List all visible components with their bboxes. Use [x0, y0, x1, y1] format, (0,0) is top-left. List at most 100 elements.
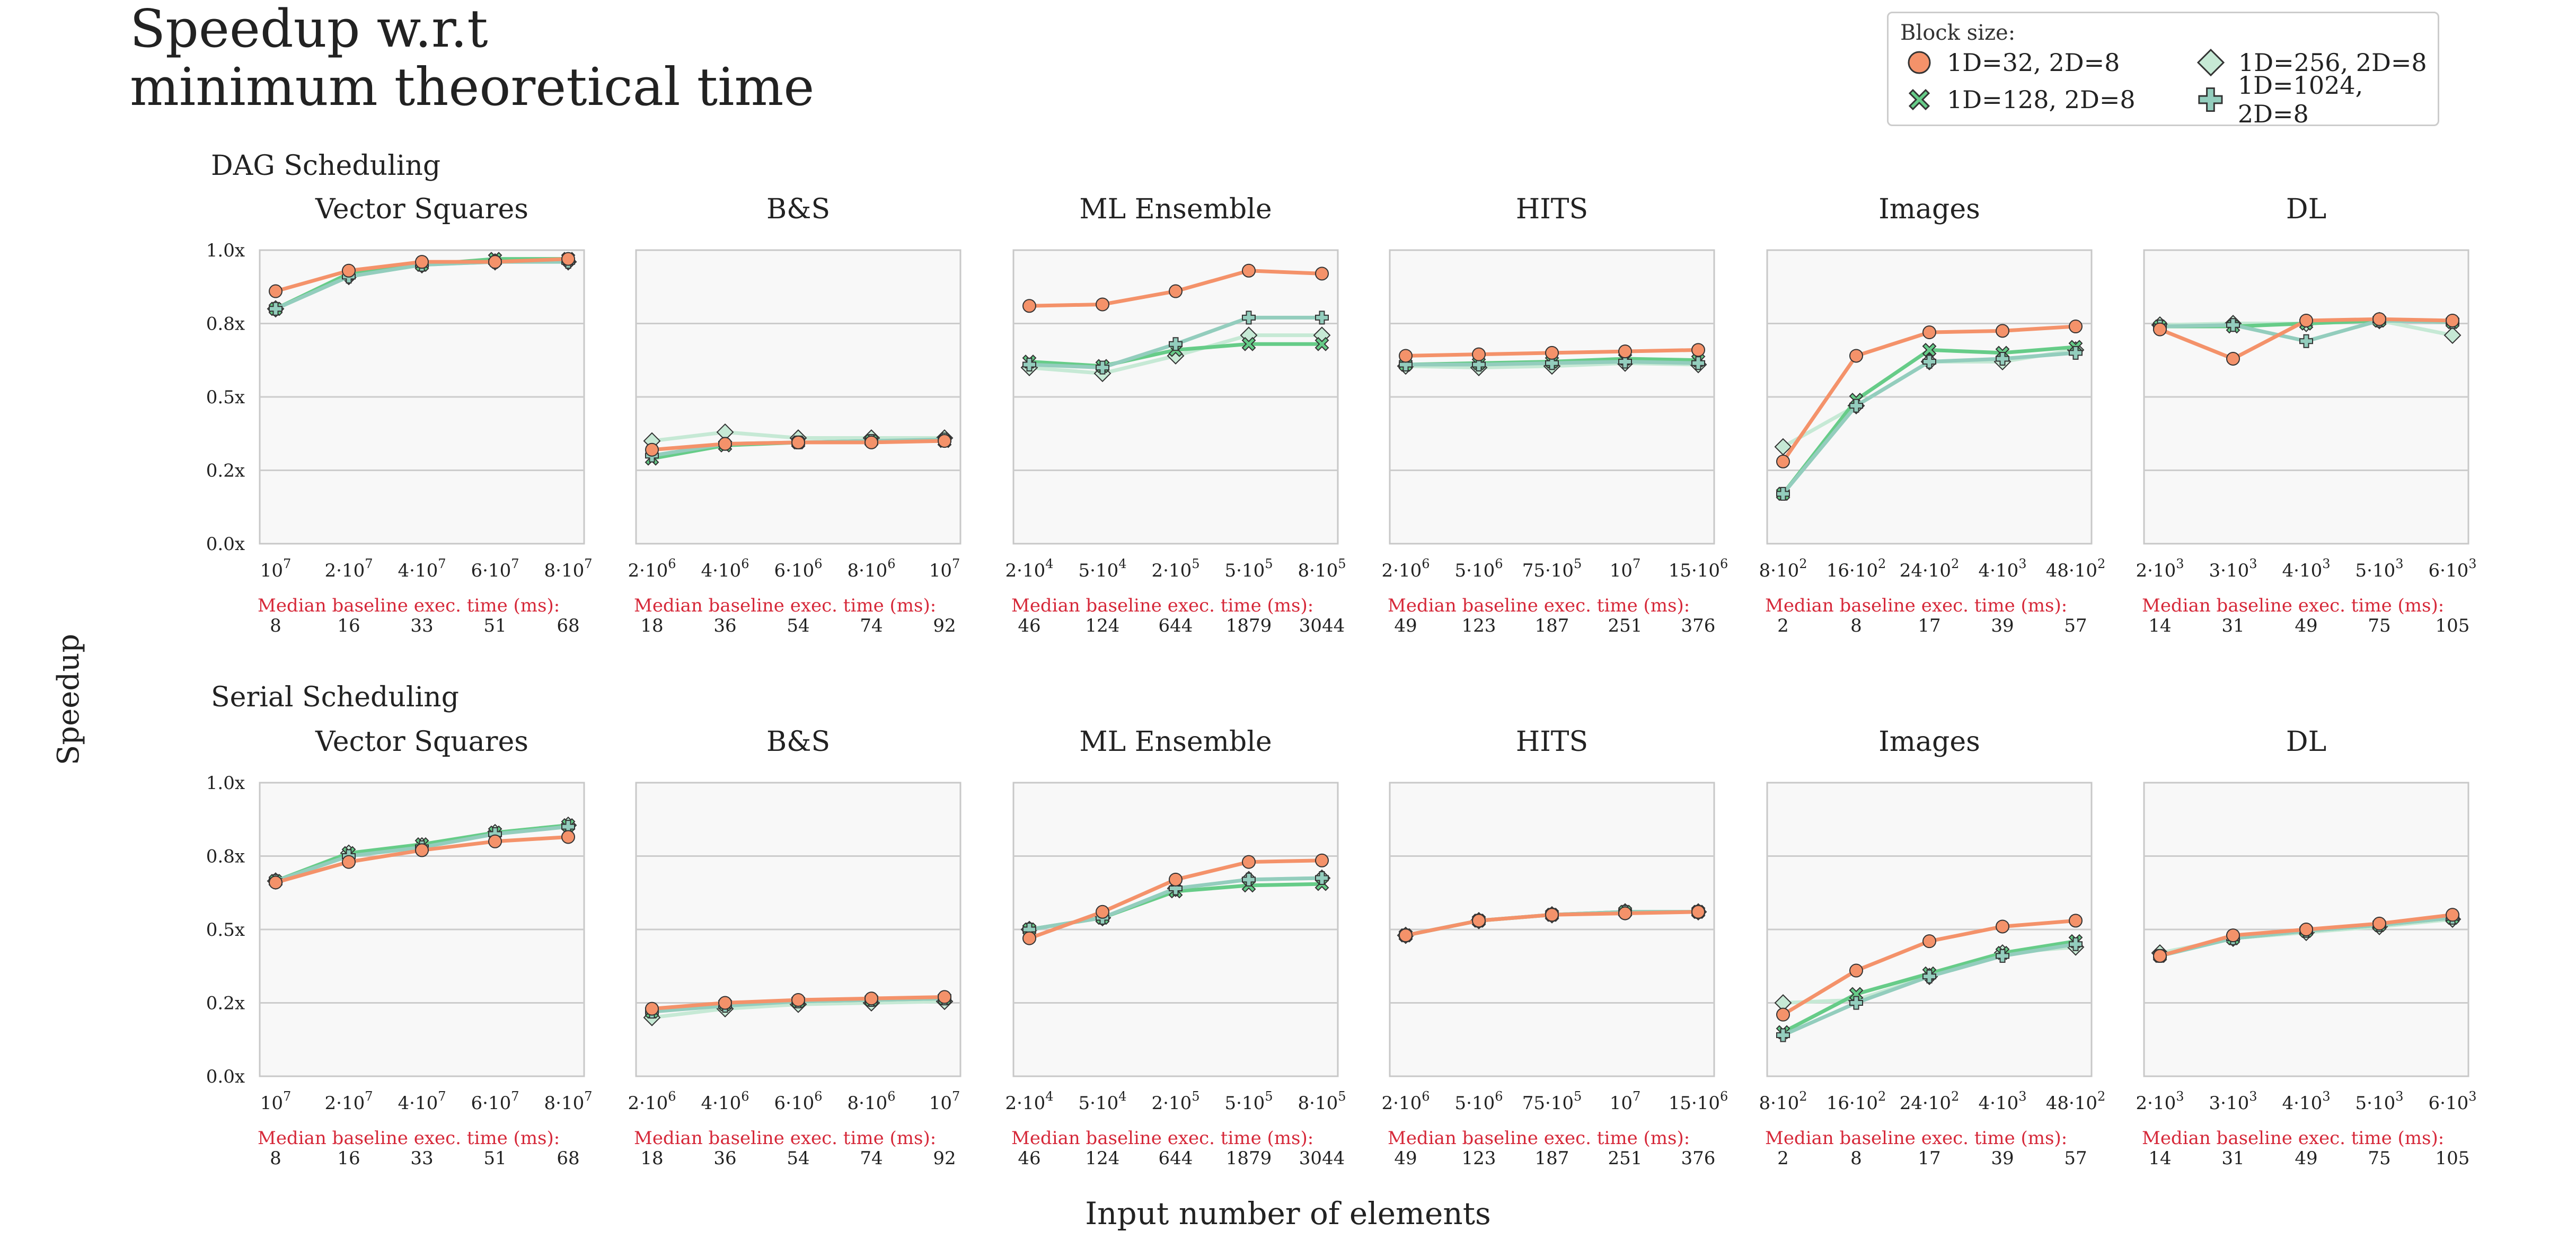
- panel-title: DL: [2286, 193, 2326, 225]
- data-point: [1022, 931, 1036, 945]
- x-tick-label: 6·103: [2429, 1089, 2477, 1114]
- data-point: [1922, 325, 1936, 340]
- baseline-value: 75: [2368, 615, 2390, 636]
- data-point: [1996, 949, 2009, 963]
- x-tick-label: 16·102: [1827, 556, 1886, 581]
- data-point: [1472, 358, 1486, 372]
- baseline-value: 36: [713, 1148, 736, 1169]
- baseline-value: 18: [640, 1148, 663, 1169]
- baseline-value: 16: [337, 1148, 360, 1169]
- data-point: [2069, 320, 2083, 334]
- figure-title-line2: minimum theoretical time: [130, 57, 814, 118]
- data-point: [2226, 928, 2240, 943]
- data-point: [1545, 346, 1559, 360]
- baseline-value: 14: [2148, 615, 2171, 636]
- baseline-value: 39: [1991, 1148, 2014, 1169]
- baseline-label: Median baseline exec. time (ms):: [1388, 1128, 1690, 1149]
- baseline-value: 92: [933, 615, 956, 636]
- x-tick-label: 8·102: [1759, 556, 1807, 581]
- series-circle: [2153, 908, 2459, 963]
- baseline-value: 68: [557, 1148, 579, 1169]
- data-point: [1922, 355, 1936, 369]
- data-point: [1399, 349, 1413, 363]
- data-point: [2372, 916, 2386, 931]
- panel-0-4: Images 8·102 16·102 24·102 4·103 48·102 Median…: [1759, 193, 2106, 636]
- baseline-value: 49: [1394, 615, 1417, 636]
- x-tick-label: 6·106: [774, 556, 823, 581]
- data-point: [1922, 934, 1936, 949]
- panel-title: B&S: [766, 726, 830, 758]
- baseline-value: 376: [1681, 1148, 1716, 1169]
- x-tick-label: 2·106: [1382, 556, 1430, 581]
- x-tick-label: 5·105: [1225, 556, 1273, 581]
- data-point: [1996, 919, 2009, 934]
- data-point: [938, 434, 951, 448]
- legend-item-1d256: 1D=256, 2D=8: [2196, 44, 2427, 81]
- data-point: [488, 834, 502, 848]
- data-point: [1545, 356, 1559, 370]
- baseline-value: 1879: [1226, 615, 1272, 636]
- data-point: [2299, 334, 2313, 348]
- data-point: [415, 255, 429, 269]
- data-point: [2226, 318, 2240, 332]
- data-point: [1618, 344, 1632, 359]
- baseline-value: 187: [1535, 1148, 1569, 1169]
- series-circle: [2153, 312, 2459, 366]
- x-tick-label: 2·104: [1005, 556, 1054, 581]
- baseline-value: 46: [1018, 1148, 1040, 1169]
- baseline-value: 17: [1918, 1148, 1940, 1169]
- row-1: Serial Scheduling 0.0x 0.2x 0.5x 0.8x 1.0x Vec…: [206, 681, 2477, 1169]
- baseline-label: Median baseline exec. time (ms):: [1011, 595, 1313, 616]
- legend: Block size: 1D=32, 2D=8 1D=256, 2D=8 1D=…: [1887, 12, 2439, 128]
- legend-label-1d128: 1D=128, 2D=8: [1947, 85, 2136, 114]
- panel-0-5: DL 2·103 3·103 4·103 5·103 6·103 Median baseli…: [2136, 193, 2477, 636]
- panel-1-1: B&S 2·106 4·106 6·106 8·106 107 Median baselin…: [628, 726, 961, 1169]
- data-point: [1241, 336, 1256, 351]
- x-tick-label: 2·105: [1152, 556, 1200, 581]
- baseline-value: 376: [1681, 615, 1716, 636]
- x-tick-label: 5·104: [1079, 1089, 1127, 1114]
- x-tick-label: 8·105: [1298, 1089, 1346, 1114]
- data-point: [1472, 347, 1486, 361]
- series-circle: [269, 830, 575, 890]
- baseline-value: 92: [933, 1148, 956, 1169]
- baseline-value: 124: [1086, 1148, 1120, 1169]
- data-point: [1545, 908, 1559, 922]
- baseline-label: Median baseline exec. time (ms):: [2142, 595, 2444, 616]
- data-point: [269, 284, 283, 298]
- series-plus: [1776, 937, 2083, 1042]
- panel-title: DL: [2286, 726, 2326, 758]
- data-point: [1691, 356, 1705, 370]
- baseline-value: 1879: [1226, 1148, 1272, 1169]
- data-point: [561, 830, 575, 844]
- x-tick-label: 2·106: [1382, 1089, 1430, 1114]
- legend-item-1d32: 1D=32, 2D=8: [1904, 44, 2120, 81]
- legend-circle-icon: [1908, 51, 1931, 74]
- panel-title: Vector Squares: [315, 726, 528, 758]
- data-point: [2153, 949, 2167, 963]
- x-tick-label: 3·103: [2209, 1089, 2257, 1114]
- x-tick-label: 8·106: [848, 556, 896, 581]
- x-tick-label: 6·107: [471, 556, 519, 581]
- data-point: [561, 252, 575, 266]
- data-point: [269, 875, 283, 890]
- baseline-value: 123: [1462, 1148, 1496, 1169]
- data-point: [1022, 299, 1036, 313]
- legend-diamond-icon: [2196, 48, 2225, 77]
- baseline-value: 75: [2368, 1148, 2390, 1169]
- data-point: [1996, 351, 2009, 366]
- x-tick-label: 5·106: [1455, 1089, 1503, 1114]
- data-point: [1618, 355, 1632, 369]
- x-tick-label: 2·106: [628, 556, 676, 581]
- x-tick-label: 107: [1610, 556, 1641, 581]
- baseline-value: 644: [1159, 1148, 1193, 1169]
- baseline-value: 3044: [1299, 615, 1345, 636]
- panel-1-0: 0.0x 0.2x 0.5x 0.8x 1.0x Vector Squares 107 2·1…: [206, 726, 593, 1169]
- data-point: [1242, 855, 1256, 869]
- data-point: [791, 435, 805, 449]
- x-tick-label: 6·106: [774, 1089, 823, 1114]
- baseline-value: 46: [1018, 615, 1040, 636]
- legend-item-1d128: 1D=128, 2D=8: [1904, 81, 2136, 118]
- y-tick-label: 1.0x: [206, 240, 245, 261]
